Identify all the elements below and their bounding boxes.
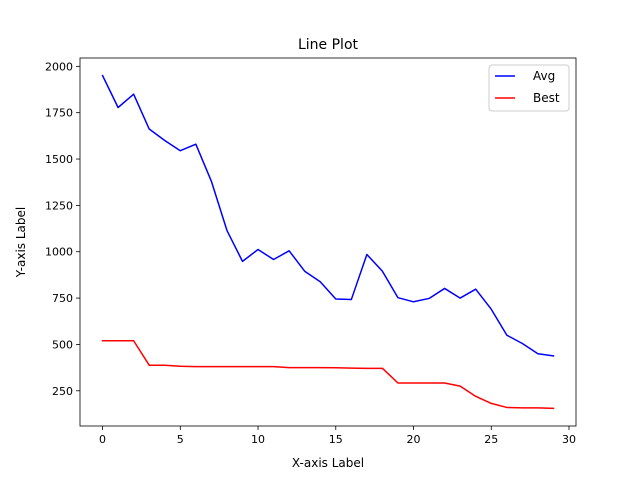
legend-label-best: Best xyxy=(533,91,560,105)
chart-title: Line Plot xyxy=(298,37,359,53)
x-tick-label: 15 xyxy=(329,433,343,446)
y-tick-label: 250 xyxy=(52,385,73,398)
y-tick-label: 500 xyxy=(52,338,73,351)
y-tick-label: 1750 xyxy=(45,107,73,120)
plot-area: 0 5 10 15 20 25 30 250 500 750 1000 1250 1500 1750 200… xyxy=(45,57,577,446)
axes-frame xyxy=(79,57,577,427)
x-tick-label: 25 xyxy=(484,433,498,446)
y-tick-label: 1000 xyxy=(45,246,73,259)
y-tick-label: 750 xyxy=(52,292,73,305)
x-tick-label: 10 xyxy=(251,433,265,446)
y-tick-label: 2000 xyxy=(45,60,73,73)
x-axis-label: X-axis Label xyxy=(292,456,364,470)
y-axis-label: Y-axis Label xyxy=(14,207,28,278)
y-tick-label: 1500 xyxy=(45,153,73,166)
x-tick-label: 30 xyxy=(562,433,576,446)
x-tick-label: 5 xyxy=(177,433,184,446)
y-tick-label: 1250 xyxy=(45,199,73,212)
x-tick-label: 0 xyxy=(99,433,106,446)
series-line-best xyxy=(101,339,555,410)
legend: Avg Best xyxy=(488,64,570,112)
series-line-avg xyxy=(101,74,555,357)
x-tick-label: 20 xyxy=(407,433,421,446)
legend-label-avg: Avg xyxy=(533,69,555,83)
